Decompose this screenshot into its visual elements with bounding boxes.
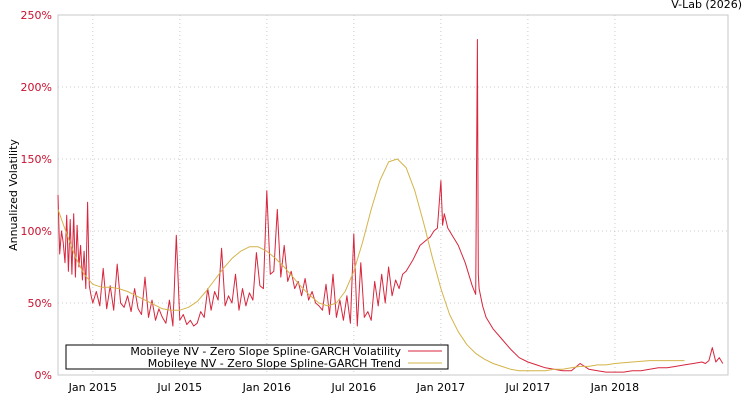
data-series: [57, 39, 724, 373]
x-tick-label: Jul 2015: [156, 381, 202, 394]
y-axis-ticks: 0% 50% 100% 150% 200% 250%: [21, 9, 52, 382]
plot-area: [57, 14, 729, 376]
x-tick-label: Jul 2016: [330, 381, 376, 394]
x-axis-ticks: Jan 2015 Jul 2015 Jan 2016 Jul 2016 Jan 2017…: [68, 381, 640, 394]
legend-label-volatility: Mobileye NV - Zero Slope Spline-GARCH Vo…: [130, 345, 401, 358]
x-tick-label: Jan 2015: [68, 381, 117, 394]
x-tick-label: Jan 2016: [242, 381, 291, 394]
y-tick-label: 0%: [35, 369, 52, 382]
trend-line: [57, 158, 685, 372]
legend: Mobileye NV - Zero Slope Spline-GARCH Vo…: [65, 344, 449, 370]
legend-box: [65, 344, 449, 370]
grid-lines: [58, 15, 728, 375]
credit-label: V-Lab (2026): [671, 0, 742, 11]
x-tick-label: Jul 2017: [504, 381, 550, 394]
x-tick-label: Jan 2017: [416, 381, 465, 394]
y-axis-label: Annualized Volatility: [7, 139, 20, 251]
volatility-line: [57, 39, 724, 373]
y-tick-label: 100%: [21, 225, 52, 238]
x-tick-label: Jan 2018: [590, 381, 639, 394]
y-tick-label: 250%: [21, 9, 52, 22]
y-tick-label: 200%: [21, 81, 52, 94]
y-tick-label: 50%: [28, 297, 52, 310]
y-tick-label: 150%: [21, 153, 52, 166]
legend-label-trend: Mobileye NV - Zero Slope Spline-GARCH Tr…: [148, 357, 401, 370]
